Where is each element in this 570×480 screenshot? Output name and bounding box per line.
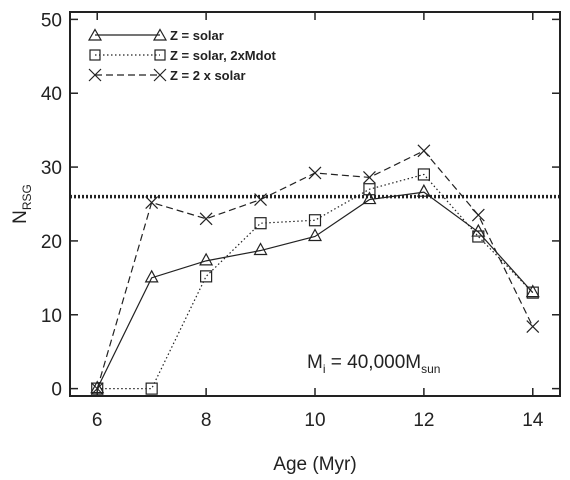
legend-label-z-solar-2xmdot: Z = solar, 2xMdot xyxy=(170,48,277,63)
data-point-square xyxy=(308,214,322,227)
data-point-x xyxy=(417,144,431,158)
data-point-square xyxy=(363,183,376,196)
y-axis-label-sub: RSG xyxy=(20,184,34,210)
plot-frame xyxy=(69,11,561,397)
mass-annotation-suffix-sub: sun xyxy=(421,362,440,376)
data-point-square xyxy=(145,382,158,395)
mass-annotation: Mi = 40,000Msun xyxy=(307,352,440,376)
data-point-triangle xyxy=(307,228,323,242)
data-point-square xyxy=(254,217,267,230)
x-tick-label: 6 xyxy=(92,410,103,431)
legend-item-z-solar-2xmdot: Z = solar, 2xMdot xyxy=(89,48,277,63)
legend-label-z-solar: Z = solar xyxy=(170,28,224,43)
data-point-square xyxy=(200,270,213,283)
y-tick-label: 0 xyxy=(51,380,62,401)
x-tick-label: 8 xyxy=(201,410,212,431)
mass-annotation-middle: = 40,000M xyxy=(326,352,422,373)
y-tick-label: 30 xyxy=(41,158,62,179)
legend-marker-x xyxy=(153,68,167,82)
x-tick-label: 12 xyxy=(413,410,434,431)
legend-item-z-2x-solar: Z = 2 x solar xyxy=(88,68,246,83)
data-point-x xyxy=(199,212,213,226)
data-point-square xyxy=(526,286,539,299)
data-point-x xyxy=(363,170,376,184)
y-tick-label: 20 xyxy=(41,232,62,253)
mass-annotation-prefix: M xyxy=(307,352,323,373)
mass-annotation-prefix-sub: i xyxy=(323,362,326,376)
svg-text:NRSG: NRSG xyxy=(10,184,34,224)
data-point-triangle xyxy=(362,191,377,205)
legend-label-z-2x-solar: Z = 2 x solar xyxy=(170,68,246,83)
data-point-triangle xyxy=(144,269,159,283)
legend-marker-x xyxy=(88,68,102,82)
y-tick-label: 40 xyxy=(41,84,62,105)
data-point-x xyxy=(254,193,267,206)
data-point-square xyxy=(472,230,485,243)
data-point-square xyxy=(417,168,430,181)
legend-item-z-solar: Z = solar xyxy=(87,28,224,43)
data-point-triangle xyxy=(416,183,431,197)
x-tick-label: 10 xyxy=(304,410,325,431)
legend: Z = solar Z = solar, 2xMdot Z = 2 x sola… xyxy=(87,28,277,83)
data-point-x xyxy=(471,208,485,222)
y-tick-label: 50 xyxy=(41,10,62,31)
legend-marker-square xyxy=(89,49,101,61)
data-point-x xyxy=(145,196,159,209)
y-axis-label-main: N xyxy=(10,210,31,224)
data-point-triangle xyxy=(253,242,268,256)
data-point-triangle xyxy=(199,252,214,266)
series-z-2-x-solar xyxy=(90,144,540,396)
y-tick-label: 10 xyxy=(41,306,62,327)
legend-marker-triangle xyxy=(87,28,103,41)
legend-marker-triangle xyxy=(152,28,168,41)
series-line xyxy=(97,173,534,390)
x-tick-label: 14 xyxy=(522,410,544,431)
x-axis-label: Age (Myr) xyxy=(273,454,356,475)
series-line xyxy=(96,191,534,389)
legend-marker-square xyxy=(154,49,166,61)
data-point-x xyxy=(526,320,540,334)
y-axis-label: NRSG xyxy=(10,184,34,224)
data-point-triangle xyxy=(525,284,540,298)
data-point-x xyxy=(308,166,322,180)
